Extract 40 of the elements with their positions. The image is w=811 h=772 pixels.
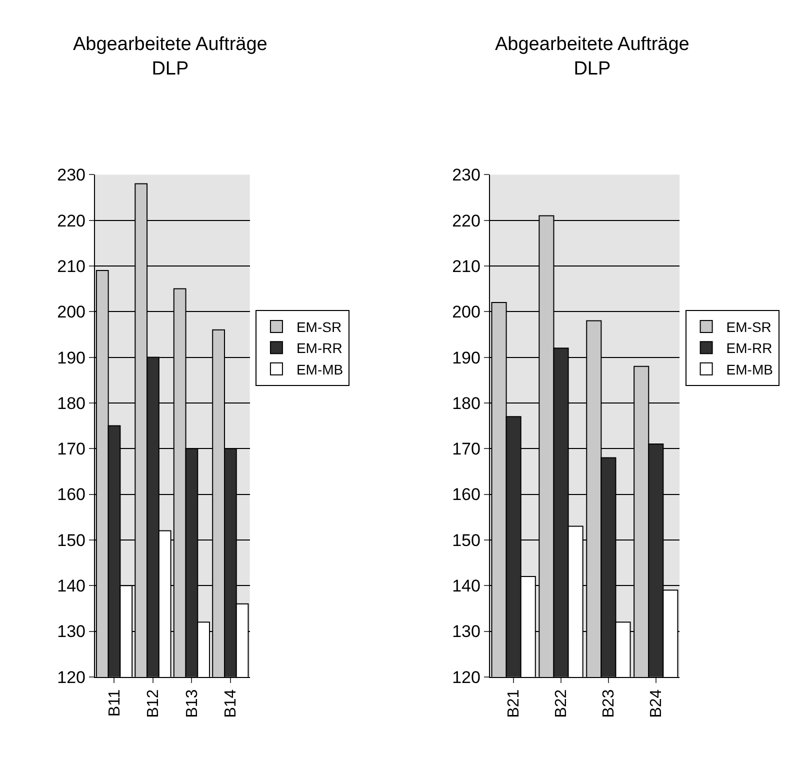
- y-tick-label: 180: [57, 394, 86, 413]
- legend-label: EM-SR: [726, 318, 772, 335]
- y-tick-label: 180: [452, 394, 480, 413]
- y-tick-label: 170: [57, 440, 86, 459]
- legend-label: EM-MB: [726, 361, 773, 378]
- x-tick-label: B13: [184, 689, 201, 718]
- y-tick-label: 230: [57, 166, 86, 185]
- y-tick-label: 230: [452, 166, 480, 185]
- x-tick-label: B23: [600, 689, 618, 718]
- y-tick-label: 210: [452, 256, 480, 276]
- legend-label: EM-RR: [296, 340, 342, 356]
- y-tick-label: 120: [57, 668, 86, 687]
- chart-title: Abgearbeitete Aufträge DLP: [495, 34, 690, 80]
- y-tick-label: 120: [452, 668, 480, 687]
- y-tick-label: 140: [57, 576, 86, 596]
- y-tick-label: 170: [452, 440, 480, 459]
- y-tick-label: 200: [452, 302, 480, 322]
- chart-title: Abgearbeitete Aufträge DLP: [73, 34, 268, 80]
- x-tick-label: B21: [506, 689, 523, 718]
- y-tick-label: 130: [452, 622, 480, 642]
- y-tick-label: 150: [452, 530, 480, 550]
- x-tick-label: B11: [106, 689, 124, 717]
- y-tick-label: 190: [57, 348, 86, 368]
- y-tick-label: 160: [57, 485, 86, 504]
- legend-label: EM-RR: [726, 340, 772, 356]
- legend-label: EM-SR: [296, 318, 342, 335]
- y-tick-label: 210: [57, 256, 86, 276]
- y-tick-label: 140: [452, 576, 480, 596]
- y-tick-label: 130: [57, 622, 86, 642]
- y-tick-label: 220: [57, 211, 86, 230]
- legend-label: EM-MB: [296, 361, 344, 378]
- y-tick-label: 200: [57, 302, 86, 322]
- y-tick-label: 160: [452, 485, 480, 504]
- y-tick-label: 190: [452, 348, 480, 368]
- x-tick-label: B12: [145, 689, 162, 718]
- x-tick-label: B14: [222, 689, 240, 718]
- y-tick-label: 220: [452, 211, 480, 230]
- x-tick-label: B24: [648, 689, 666, 718]
- x-tick-label: B22: [553, 689, 570, 718]
- y-tick-label: 150: [57, 530, 86, 550]
